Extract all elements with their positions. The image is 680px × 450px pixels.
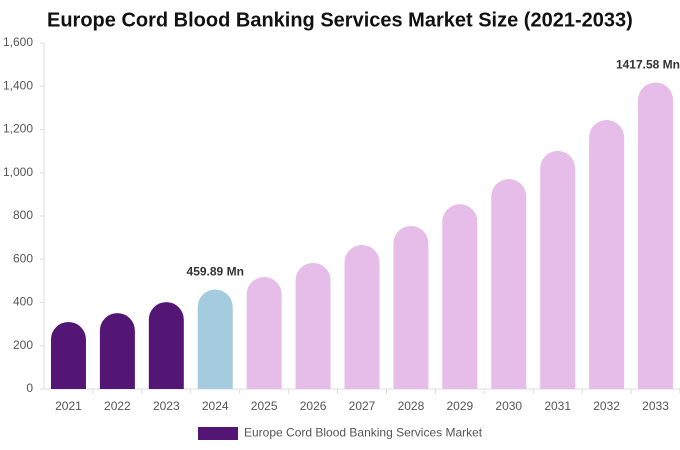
x-tick-label: 2031	[544, 399, 571, 413]
y-tick-label: 200	[13, 338, 33, 352]
bar	[540, 150, 576, 389]
bar	[148, 302, 184, 389]
y-tick-label: 0	[26, 381, 33, 395]
x-tick-label: 2021	[55, 399, 82, 413]
x-tick-label: 2025	[251, 399, 278, 413]
x-tick-label: 2030	[495, 399, 522, 413]
value-label: 459.89 Mn	[187, 265, 244, 279]
y-tick-label: 1,000	[3, 165, 33, 179]
x-tick-label: 2023	[153, 399, 180, 413]
bar	[393, 225, 429, 389]
legend-label: Europe Cord Blood Banking Services Marke…	[244, 426, 483, 440]
chart-title: Europe Cord Blood Banking Services Marke…	[47, 9, 633, 31]
bar	[442, 204, 478, 389]
y-tick-label: 1,400	[3, 78, 33, 92]
bar	[50, 321, 86, 389]
x-tick-label: 2032	[593, 399, 620, 413]
value-label: 1417.58 Mn	[616, 58, 680, 72]
bar	[491, 179, 527, 389]
x-tick-label: 2028	[398, 399, 425, 413]
bar	[295, 262, 331, 389]
bar	[246, 276, 282, 389]
x-tick-label: 2027	[349, 399, 376, 413]
y-tick-label: 1,200	[3, 122, 33, 136]
legend-swatch	[198, 427, 238, 440]
x-tick-label: 2022	[104, 399, 131, 413]
bar	[197, 289, 233, 389]
x-tick-label: 2024	[202, 399, 229, 413]
x-tick-label: 2029	[446, 399, 473, 413]
bar	[589, 119, 625, 390]
y-tick-label: 1,600	[3, 35, 33, 49]
y-tick-label: 600	[13, 251, 33, 265]
bar	[99, 313, 135, 389]
y-tick-label: 400	[13, 295, 33, 309]
x-tick-label: 2026	[300, 399, 327, 413]
y-tick-label: 800	[13, 208, 33, 222]
bar	[638, 82, 674, 389]
x-tick-label: 2033	[642, 399, 669, 413]
bar	[344, 244, 380, 389]
